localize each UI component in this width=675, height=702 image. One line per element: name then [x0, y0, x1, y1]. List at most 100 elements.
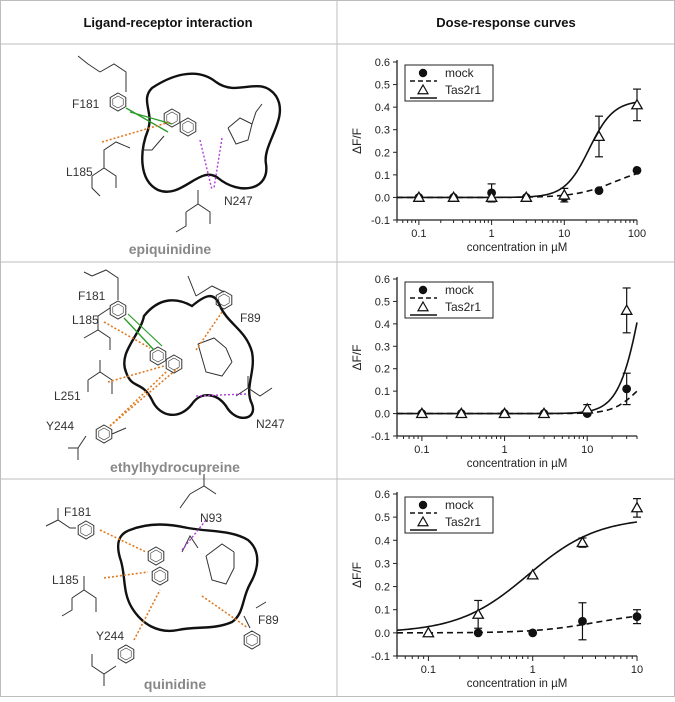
fit-curve-tas2r1	[396, 521, 638, 632]
y-tick-label: 0.2	[375, 582, 390, 594]
header-dose-response: Dose-response curves	[436, 15, 575, 30]
y-tick-label: 0.1	[375, 605, 390, 617]
header-ligand-receptor: Ligand-receptor interaction	[83, 15, 252, 30]
legend-marker-mock	[418, 285, 428, 295]
residue-label-l185: L185	[72, 313, 99, 327]
legend-marker-mock	[418, 68, 428, 78]
legend-marker-tas2r1	[416, 515, 430, 527]
molecule-diagram-quinidine: F181 N93 L185 F89 Y244 quinidine	[45, 474, 279, 692]
data-point-tas2r1	[630, 98, 644, 110]
legend-label-tas2r1: Tas2r1	[445, 515, 481, 529]
data-point-mock	[578, 616, 587, 626]
y-tick-label: 0.5	[375, 80, 390, 92]
ligand-name-epiquinidine: epiquinidine	[129, 241, 212, 257]
y-tick-label: -0.1	[371, 215, 390, 227]
data-point-tas2r1	[415, 407, 429, 419]
y-tick-label: -0.1	[371, 431, 390, 443]
x-axis-label: concentration in µM	[467, 458, 568, 470]
legend-label-tas2r1: Tas2r1	[445, 83, 481, 97]
legend-label-mock: mock	[445, 66, 475, 80]
dose-response-chart-ethylhydrocupreine: -0.1 0.0 0.1 0.2 0.3 0.4 0.5 0.6 0.1 1 10 concentra…	[350, 274, 638, 470]
y-axis-label: ΔF/F	[350, 344, 364, 370]
y-tick-label: 0.6	[375, 274, 390, 286]
data-point-tas2r1	[580, 402, 594, 414]
y-tick-label: 0.4	[375, 535, 390, 547]
residue-label-f89: F89	[258, 613, 279, 627]
fit-curve-tas2r1	[397, 322, 638, 415]
y-tick-label: 0.0	[375, 192, 390, 204]
y-tick-label: 0.4	[375, 319, 390, 331]
residue-label-l185: L185	[66, 165, 93, 179]
data-point-tas2r1	[592, 129, 606, 142]
residue-label-y244: Y244	[46, 419, 74, 433]
data-point-mock	[473, 628, 483, 638]
residue-label-f181: F181	[72, 97, 100, 111]
data-point-tas2r1	[471, 607, 485, 619]
ligand-name-ethylhydrocupreine: ethylhydrocupreine	[110, 459, 240, 475]
legend-label-mock: mock	[445, 283, 475, 297]
legend-marker-tas2r1	[416, 300, 430, 312]
y-tick-label: 0.0	[375, 409, 390, 421]
data-point-mock	[528, 628, 538, 638]
molecule-diagram-ethylhydrocupreine: F181 L185 F89 L251 Y244 N247 ethylhydroc…	[46, 269, 285, 475]
data-point-tas2r1	[498, 407, 511, 419]
residue-label-f89: F89	[240, 311, 261, 325]
x-tick-label: 10	[581, 444, 593, 456]
y-axis-label: ΔF/F	[350, 128, 364, 154]
data-point-tas2r1	[447, 190, 460, 202]
y-tick-label: -0.1	[371, 651, 390, 663]
data-point-mock	[622, 384, 632, 394]
residue-label-y244: Y244	[96, 629, 124, 643]
x-tick-label: 1	[489, 228, 495, 240]
data-point-mock	[632, 612, 642, 622]
legend-marker-tas2r1	[416, 83, 430, 95]
data-point-mock	[632, 165, 642, 175]
y-tick-label: 0.2	[375, 147, 390, 159]
x-axis-label: concentration in µM	[467, 678, 568, 690]
residue-label-n247: N247	[256, 417, 285, 431]
dose-response-chart-epiquinidine: -0.1 0.0 0.1 0.2 0.3 0.4 0.5 0.6 0.1 1 10 100 concen…	[350, 57, 646, 254]
fit-curve-mock	[397, 615, 638, 634]
dose-response-chart-quinidine: -0.1 0.0 0.1 0.2 0.3 0.4 0.5 0.6 0.1 1 10 concentra…	[350, 489, 644, 690]
residue-label-n247: N247	[224, 194, 253, 208]
y-tick-label: 0.3	[375, 341, 390, 353]
y-tick-label: 0.5	[375, 296, 390, 308]
x-tick-label: 0.1	[411, 228, 426, 240]
data-point-tas2r1	[537, 407, 551, 419]
data-point-tas2r1	[422, 626, 435, 638]
y-tick-label: 0.4	[375, 102, 390, 114]
y-tick-label: 0.3	[375, 125, 390, 137]
data-point-tas2r1	[620, 303, 633, 315]
legend-label-mock: mock	[445, 498, 475, 512]
x-tick-label: 10	[631, 664, 643, 676]
data-point-tas2r1	[576, 536, 589, 548]
y-tick-label: 0.2	[375, 364, 390, 376]
legend-marker-mock	[418, 500, 428, 510]
y-tick-label: 0.6	[375, 57, 390, 69]
y-tick-label: 0.1	[375, 170, 390, 182]
data-point-tas2r1	[455, 407, 468, 419]
y-axis-label: ΔF/F	[350, 562, 364, 588]
x-tick-label: 1	[530, 664, 536, 676]
data-point-tas2r1	[526, 568, 540, 580]
data-point-tas2r1	[519, 190, 533, 202]
residue-label-f181: F181	[78, 289, 106, 303]
ligand-name-quinidine: quinidine	[144, 676, 206, 692]
data-point-mock	[594, 186, 604, 196]
data-point-tas2r1	[412, 190, 426, 202]
residue-label-l251: L251	[54, 389, 81, 403]
molecule-diagram-epiquinidine: F181 L185 N247 epiquinidine	[66, 55, 282, 257]
x-axis-label: concentration in µM	[467, 242, 568, 254]
residue-label-l185: L185	[52, 573, 79, 587]
x-tick-label: 0.1	[421, 664, 436, 676]
x-tick-label: 100	[628, 228, 646, 240]
residue-label-n93: N93	[200, 511, 222, 525]
y-tick-label: 0.0	[375, 628, 390, 640]
y-tick-label: 0.3	[375, 558, 390, 570]
y-tick-label: 0.1	[375, 386, 390, 398]
x-tick-label: 0.1	[414, 444, 429, 456]
residue-label-f181: F181	[64, 505, 92, 519]
data-point-tas2r1	[630, 501, 644, 513]
